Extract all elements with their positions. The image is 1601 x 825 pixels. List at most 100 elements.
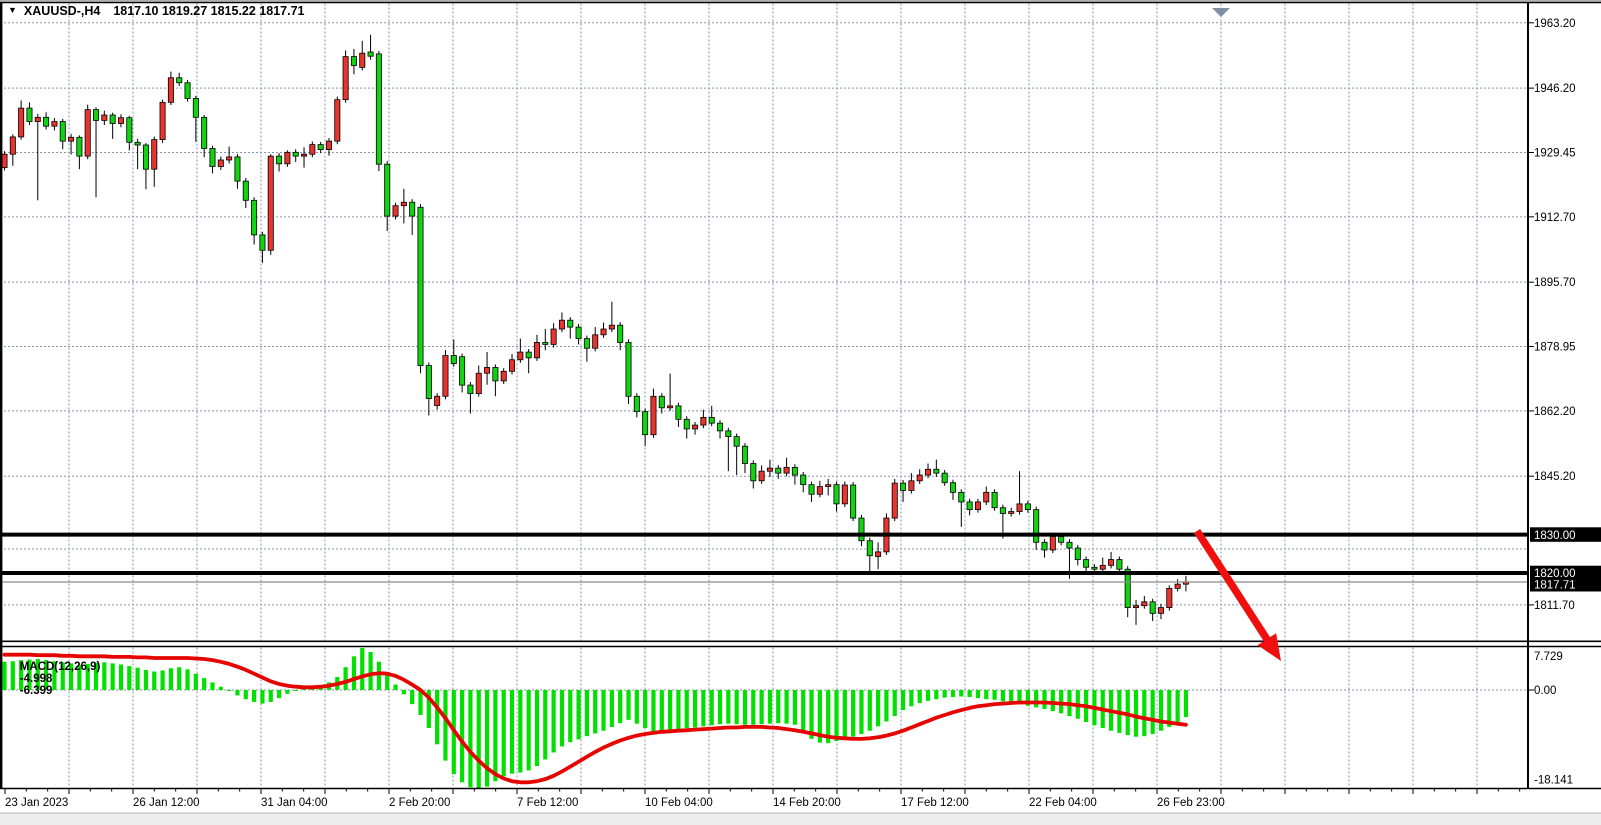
- trend-arrow[interactable]: [1193, 528, 1281, 661]
- bear-candle: [1083, 559, 1090, 568]
- svg-text:1820.00: 1820.00: [1534, 568, 1576, 580]
- bear-candle: [725, 430, 732, 438]
- bear-candle: [625, 342, 632, 397]
- svg-text:22 Feb 04:00: 22 Feb 04:00: [1029, 797, 1097, 809]
- bear-candle: [292, 151, 299, 157]
- chart-shift-marker[interactable]: [1212, 8, 1230, 17]
- bull-candle: [766, 467, 773, 472]
- bear-candle: [459, 356, 466, 386]
- bull-candle: [908, 480, 915, 491]
- svg-text:1963.20: 1963.20: [1534, 18, 1576, 30]
- bear-candle: [900, 482, 907, 491]
- bull-candle: [692, 424, 699, 430]
- svg-text:1817.71: 1817.71: [1534, 580, 1576, 592]
- svg-text:1811.70: 1811.70: [1534, 600, 1575, 612]
- candlesticks: [1, 34, 1189, 625]
- bear-candle: [1041, 541, 1048, 551]
- bear-candle: [242, 180, 249, 201]
- bull-candle: [1133, 605, 1140, 608]
- bull-candle: [18, 107, 25, 138]
- svg-text:10 Feb 04:00: 10 Feb 04:00: [645, 797, 713, 809]
- bear-candle: [958, 491, 965, 503]
- bull-candle: [700, 417, 707, 426]
- bear-candle: [791, 466, 798, 476]
- bear-candle: [76, 136, 83, 157]
- bull-candle: [1016, 503, 1023, 512]
- bear-candle: [741, 445, 748, 464]
- bear-candle: [567, 319, 574, 328]
- bull-candle: [650, 395, 657, 436]
- macd-axis[interactable]: 7.729 0.00 -18.141: [1528, 651, 1573, 787]
- bull-candle: [558, 319, 565, 330]
- svg-text:7.729: 7.729: [1534, 651, 1563, 663]
- svg-text:1830.00: 1830.00: [1534, 530, 1576, 542]
- svg-text:1946.20: 1946.20: [1534, 83, 1576, 95]
- price-level-badges: 1830.00 1820.00: [1530, 527, 1601, 581]
- bear-candle: [966, 501, 973, 511]
- bear-candle: [26, 107, 33, 122]
- bull-candle: [783, 466, 790, 474]
- bear-candle: [750, 463, 757, 482]
- price-axis[interactable]: 1963.20 1946.20 1929.45 1912.70 1895.70 1878.…: [1528, 18, 1576, 612]
- bull-candle: [875, 551, 882, 557]
- bull-candle: [359, 52, 366, 68]
- status-strip: [0, 813, 1601, 825]
- bull-candle: [117, 117, 124, 124]
- bear-candle: [1024, 503, 1031, 511]
- bear-candle: [633, 395, 640, 413]
- bull-candle: [1099, 564, 1106, 570]
- svg-text:31 Jan 04:00: 31 Jan 04:00: [261, 797, 328, 809]
- bull-candle: [608, 324, 615, 330]
- current-price-badge: 1817.71: [1530, 577, 1601, 592]
- panel-borders: [0, 0, 1601, 790]
- bear-candle: [93, 109, 100, 121]
- price-level-lines[interactable]: [0, 532, 1528, 576]
- svg-text:26 Jan 12:00: 26 Jan 12:00: [133, 797, 200, 809]
- bull-candle: [816, 486, 823, 495]
- bear-candle: [717, 422, 724, 432]
- bull-candle: [167, 77, 174, 103]
- bull-candle: [841, 484, 848, 505]
- bull-candle: [400, 201, 407, 207]
- bull-candle: [51, 121, 58, 127]
- bull-candle: [159, 101, 166, 141]
- bear-candle: [833, 484, 840, 505]
- bear-candle: [933, 468, 940, 474]
- bear-candle: [450, 355, 457, 365]
- bear-candle: [201, 116, 208, 149]
- bear-candle: [409, 201, 416, 217]
- bull-candle: [484, 367, 491, 374]
- bull-candle: [309, 144, 316, 155]
- bear-candle: [1124, 568, 1131, 608]
- bear-candle: [642, 411, 649, 436]
- time-axis[interactable]: 23 Jan 2023 26 Jan 12:00 31 Jan 04:00 2 Feb…: [4, 788, 1521, 810]
- bull-candle: [600, 328, 607, 336]
- bear-candle: [192, 98, 199, 118]
- bear-candle: [142, 144, 149, 170]
- bull-candle: [500, 370, 507, 382]
- bull-candle: [517, 351, 524, 361]
- svg-text:1929.45: 1929.45: [1534, 147, 1576, 159]
- bull-candle: [475, 372, 482, 394]
- bear-candle: [134, 141, 141, 146]
- svg-text:1895.70: 1895.70: [1534, 277, 1576, 289]
- bear-candle: [234, 156, 241, 182]
- bear-candle: [492, 367, 499, 382]
- bear-candle: [575, 326, 582, 340]
- bull-candle: [983, 491, 990, 503]
- bull-candle: [226, 156, 233, 161]
- bull-candle: [1108, 559, 1115, 566]
- bull-candle: [592, 334, 599, 349]
- macd-signal-line: [2, 652, 1188, 785]
- bull-candle: [533, 342, 540, 359]
- bull-candle: [434, 395, 441, 406]
- bull-candle: [1157, 607, 1164, 614]
- bull-candle: [392, 205, 399, 217]
- bull-candle: [667, 405, 674, 409]
- bull-candle: [509, 359, 516, 372]
- bear-candle: [1091, 566, 1098, 570]
- bear-candle: [43, 116, 50, 127]
